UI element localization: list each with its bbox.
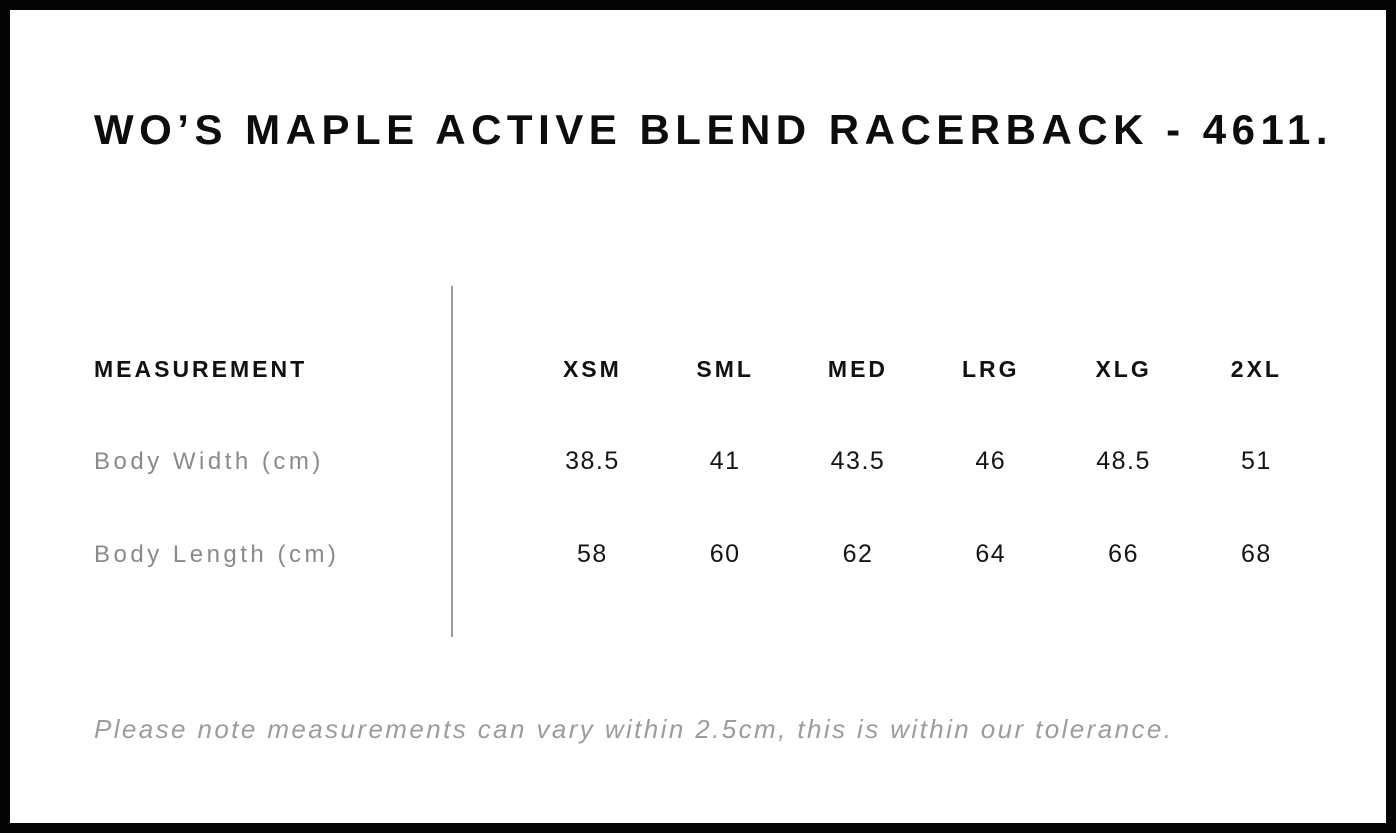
row-label-body-width: Body Width (cm) bbox=[94, 447, 324, 475]
body-width-med-value: 43.5 bbox=[830, 447, 886, 475]
body-length-lrg-value: 64 bbox=[975, 540, 1007, 568]
body-width-xsm-value: 38.5 bbox=[565, 447, 620, 475]
size-chart-table: MEASUREMENT XSM SML MED LRG XLG 2XL Body… bbox=[94, 323, 1323, 601]
column-header-xlg: XLG bbox=[1095, 355, 1152, 382]
page-title: WO’S MAPLE ACTIVE BLEND RACERBACK - 4611… bbox=[94, 106, 1334, 153]
column-header-med: MED bbox=[827, 355, 889, 382]
table-divider bbox=[451, 286, 453, 637]
body-width-xlg-value: 48.5 bbox=[1096, 447, 1151, 475]
body-length-xlg-value: 66 bbox=[1108, 540, 1139, 568]
body-length-2xl-value: 68 bbox=[1240, 540, 1272, 568]
body-length-xsm-value: 58 bbox=[576, 540, 608, 568]
column-header-2xl: 2XL bbox=[1230, 355, 1282, 382]
body-width-sml-value: 41 bbox=[709, 447, 741, 475]
column-header-lrg: LRG bbox=[962, 355, 1020, 382]
column-header-xsm: XSM bbox=[562, 355, 622, 382]
row-label-body-length: Body Length (cm) bbox=[94, 540, 340, 568]
body-length-sml-value: 60 bbox=[709, 540, 741, 568]
tolerance-note: Please note measurements can vary within… bbox=[94, 714, 1174, 744]
body-width-2xl-value: 51 bbox=[1240, 447, 1272, 475]
column-header-measurement: MEASUREMENT bbox=[94, 355, 308, 382]
body-width-lrg-value: 46 bbox=[975, 447, 1007, 475]
column-header-sml: SML bbox=[696, 355, 754, 382]
body-length-med-value: 62 bbox=[842, 540, 874, 568]
